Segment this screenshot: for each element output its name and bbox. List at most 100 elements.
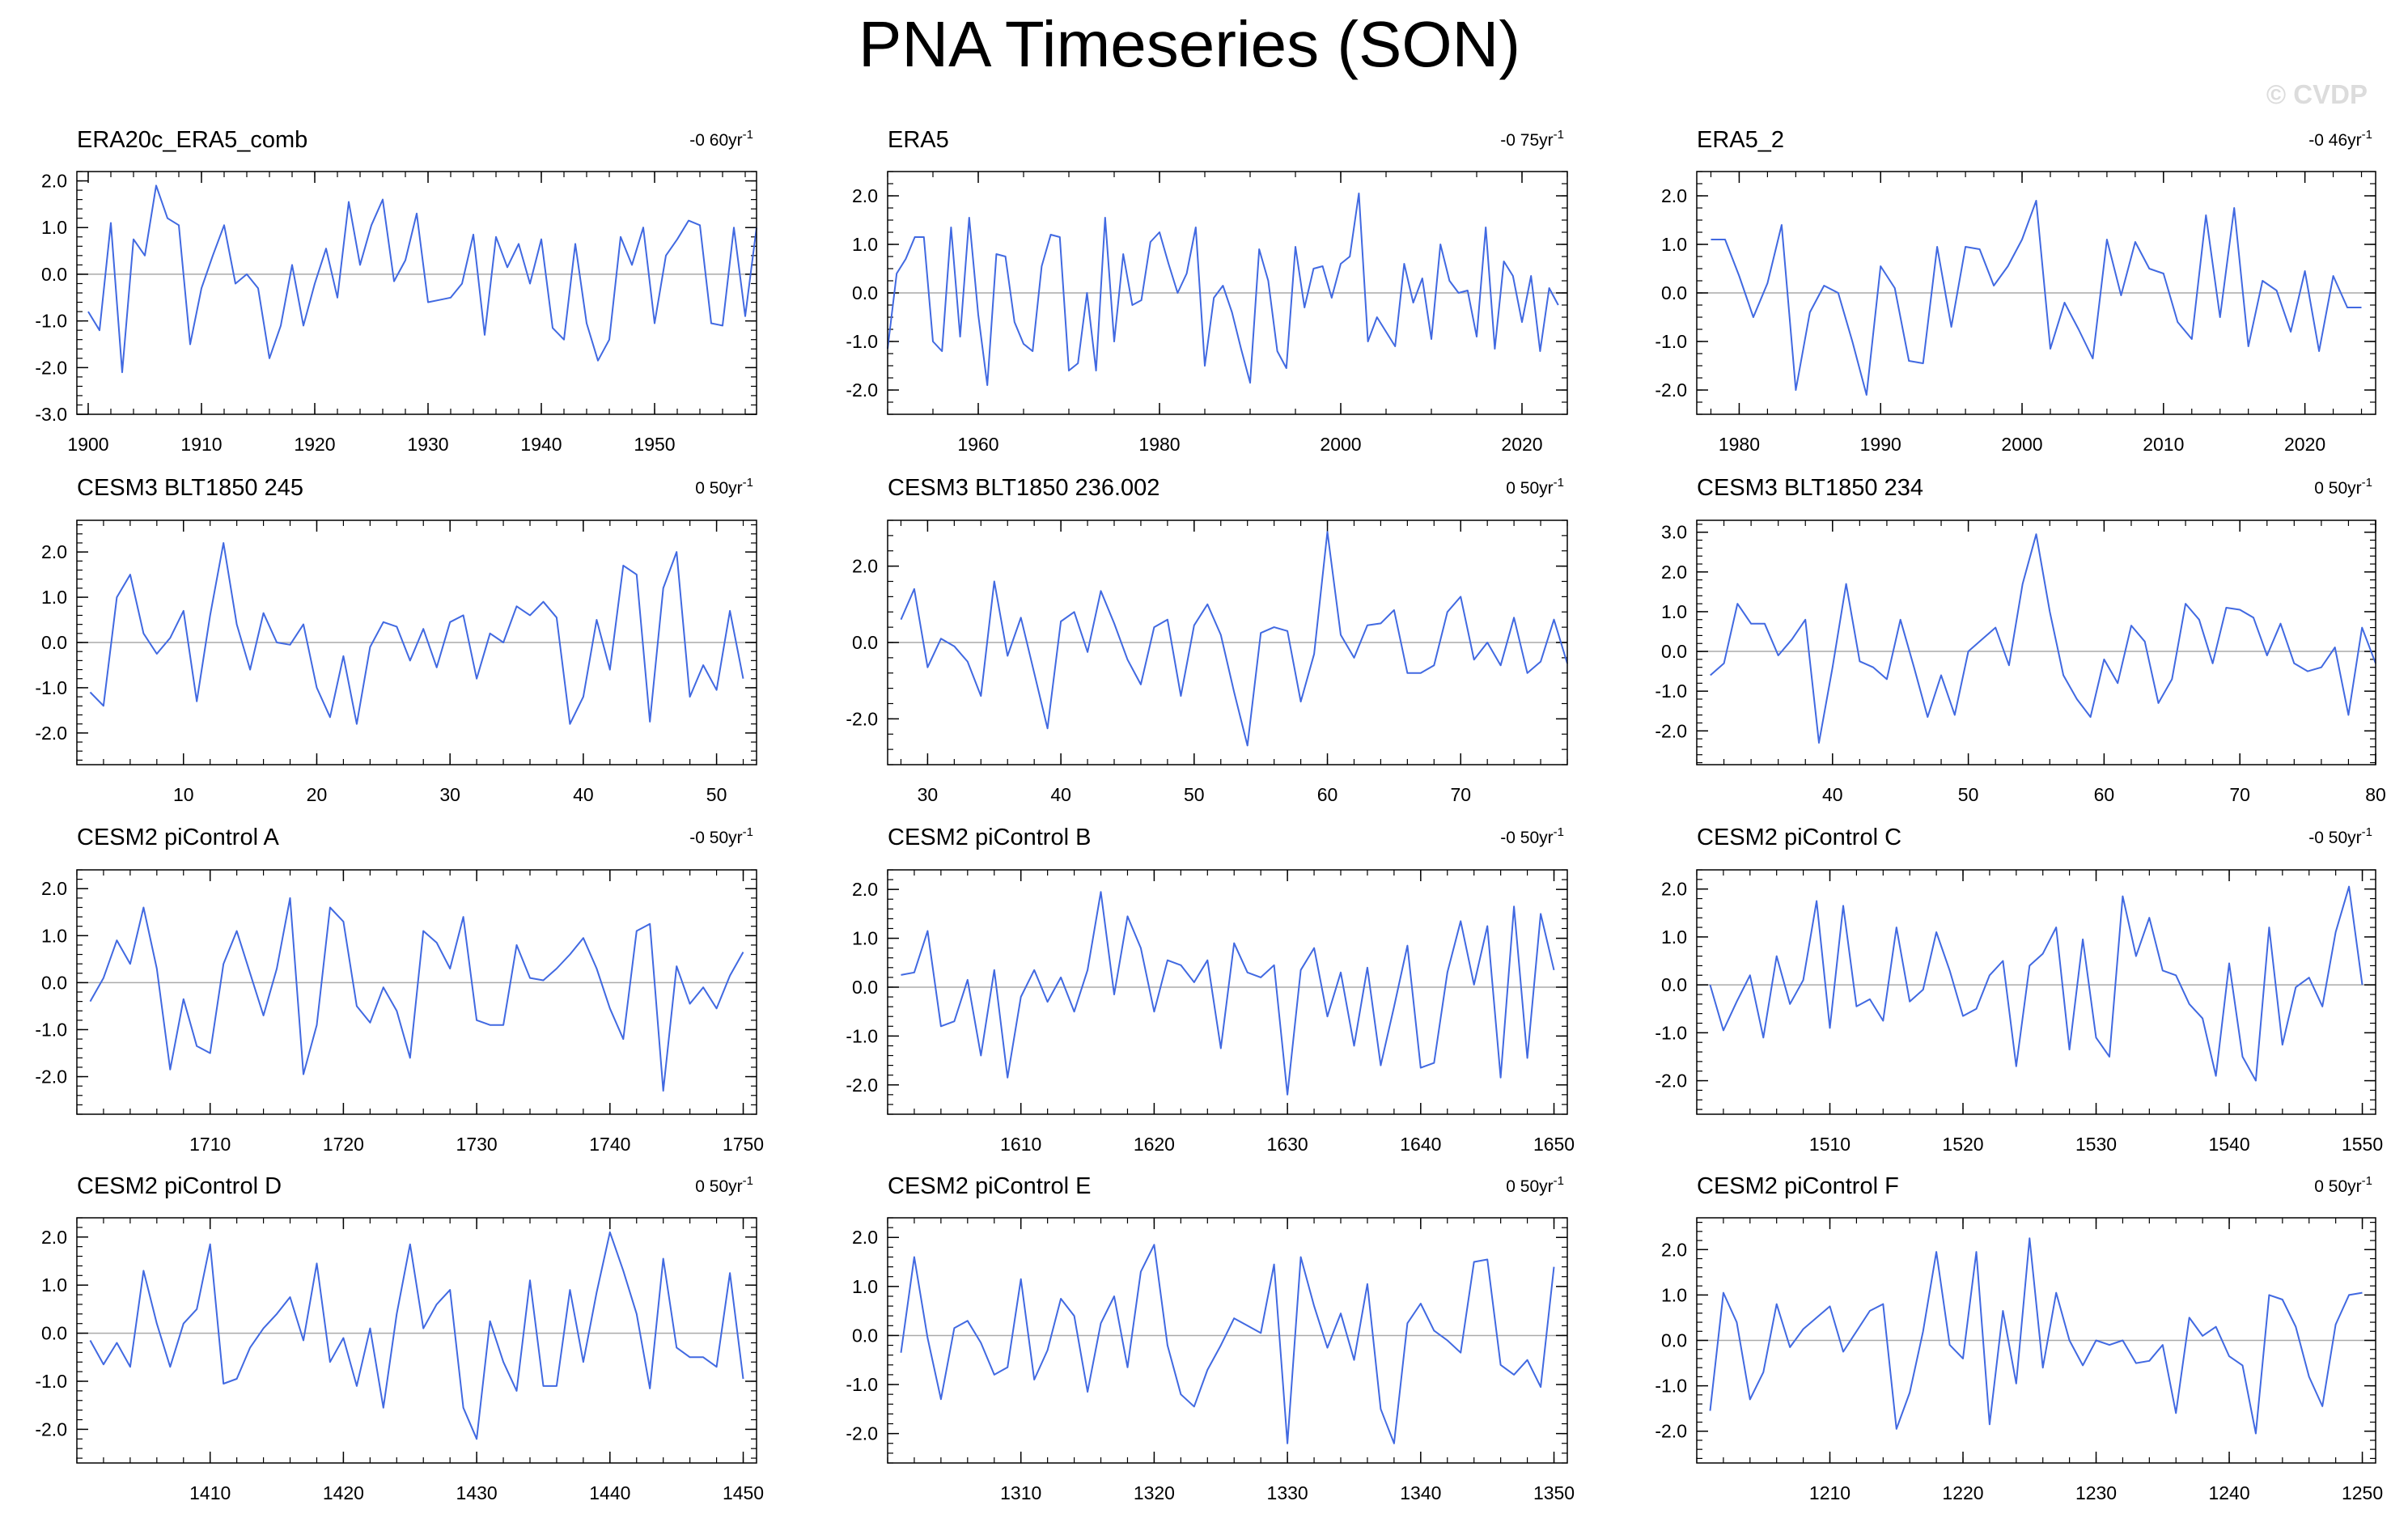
- y-tick-label: 0.0: [1661, 1330, 1687, 1351]
- y-tick-label: 2.0: [1661, 185, 1687, 206]
- y-tick-label: -2.0: [1655, 380, 1687, 401]
- series-line: [901, 891, 1555, 1096]
- series-line: [1711, 200, 2362, 396]
- x-tick-label: 60: [1317, 784, 1338, 805]
- trend-label: -0 50yr-1: [2308, 825, 2372, 847]
- panel-4: CESM3 BLT1850 245 0 50yr-1 -2.0 -1.0 0.0 1.0 2…: [35, 475, 757, 805]
- x-tick-label: 1640: [1400, 1134, 1441, 1155]
- x-tick-label: 1630: [1267, 1134, 1308, 1155]
- x-tick-label: 1410: [189, 1482, 231, 1503]
- y-tick-label: 1.0: [1661, 601, 1687, 622]
- panel-10: CESM2 piControl D 0 50yr-1 -2.0 -1.0 0.0 1.0 2…: [35, 1173, 764, 1503]
- x-tick-label: 70: [2229, 784, 2250, 805]
- y-tick-label: -2.0: [35, 357, 67, 378]
- x-tick-label: 1940: [520, 434, 562, 455]
- y-tick-label: 2.0: [41, 171, 67, 192]
- trend-label: -0 50yr-1: [689, 825, 753, 847]
- y-tick-label: 1.0: [1661, 1284, 1687, 1305]
- y-tick-label: -1.0: [35, 311, 67, 332]
- y-tick-label: -2.0: [1655, 720, 1687, 741]
- plot-frame: [1696, 519, 2376, 765]
- main-title: PNA Timeseries (SON): [858, 8, 1520, 80]
- x-tick-label: 60: [2094, 784, 2115, 805]
- series-line: [1709, 1237, 2363, 1435]
- y-tick-label: -2.0: [35, 723, 67, 744]
- series-line: [1710, 533, 2376, 744]
- x-tick-label: 1530: [2075, 1134, 2117, 1155]
- panel-8: CESM2 piControl B -0 50yr-1 -2.0 -1.0 0.0 1.0…: [846, 825, 1575, 1155]
- x-tick-label: 1240: [2208, 1482, 2249, 1503]
- panel-title: ERA20c_ERA5_comb: [77, 127, 307, 153]
- y-tick-label: 2.0: [852, 185, 878, 206]
- trend-label: 0 50yr-1: [2314, 1174, 2372, 1196]
- x-tick-label: 1930: [407, 434, 448, 455]
- panel-title: CESM2 piControl E: [888, 1173, 1091, 1199]
- x-tick-label: 20: [307, 784, 328, 805]
- series-line: [887, 193, 1559, 386]
- y-tick-label: -1.0: [1655, 1376, 1687, 1397]
- trend-label: -0 50yr-1: [1500, 825, 1564, 847]
- x-tick-label: 2010: [2143, 434, 2184, 455]
- y-tick-label: 2.0: [852, 1227, 878, 1248]
- panel-7: CESM2 piControl A -0 50yr-1 -2.0 -1.0 0.0 1.0…: [35, 825, 764, 1155]
- plot-frame: [1696, 171, 2376, 415]
- y-tick-label: 2.0: [1661, 1239, 1687, 1260]
- y-tick-label: 1.0: [852, 1276, 878, 1297]
- panel-title: CESM2 piControl F: [1697, 1173, 1899, 1199]
- y-tick-label: -2.0: [35, 1418, 67, 1440]
- x-tick-label: 1980: [1719, 434, 1760, 455]
- x-tick-label: 1710: [189, 1134, 231, 1155]
- panels: ERA20c_ERA5_comb -0 60yr-1 -3.0 -2.0 -1.0 0.0…: [35, 127, 2385, 1503]
- panel-title: CESM2 piControl D: [77, 1173, 282, 1199]
- x-tick-label: 1540: [2208, 1134, 2249, 1155]
- series-line: [1709, 885, 2363, 1082]
- y-tick-label: 2.0: [1661, 879, 1687, 900]
- panel-9: CESM2 piControl C -0 50yr-1 -2.0 -1.0 0.0 1.0…: [1655, 825, 2383, 1155]
- series-line: [900, 531, 1568, 747]
- x-tick-label: 2020: [2284, 434, 2325, 455]
- plot-frame: [1696, 1217, 2376, 1464]
- x-tick-label: 1550: [2342, 1134, 2383, 1155]
- x-tick-label: 2020: [1501, 434, 1542, 455]
- x-tick-label: 1450: [723, 1482, 764, 1503]
- x-tick-label: 50: [706, 784, 727, 805]
- trend-label: 0 50yr-1: [695, 476, 753, 498]
- plot-frame: [887, 171, 1568, 415]
- x-tick-label: 40: [573, 784, 594, 805]
- panel-title: CESM2 piControl C: [1697, 825, 1901, 850]
- y-tick-label: 0.0: [852, 977, 878, 998]
- y-tick-label: 0.0: [1661, 282, 1687, 303]
- trend-label: 0 50yr-1: [695, 1174, 753, 1196]
- y-tick-label: -1.0: [1655, 681, 1687, 702]
- x-tick-label: 40: [1822, 784, 1843, 805]
- x-tick-label: 1610: [1000, 1134, 1041, 1155]
- x-tick-label: 1250: [2342, 1482, 2383, 1503]
- trend-label: -0 75yr-1: [1500, 128, 1564, 150]
- y-tick-label: 1.0: [852, 928, 878, 949]
- panel-title: ERA5: [888, 127, 949, 153]
- y-tick-label: 0.0: [41, 632, 67, 653]
- trend-label: -0 46yr-1: [2308, 128, 2372, 150]
- y-tick-label: -1.0: [1655, 331, 1687, 352]
- trend-label: 0 50yr-1: [2314, 476, 2372, 498]
- y-tick-label: 0.0: [41, 264, 67, 285]
- panel-11: CESM2 piControl E 0 50yr-1 -2.0 -1.0 0.0 1.0 2…: [846, 1173, 1575, 1503]
- y-tick-label: -1.0: [35, 1019, 67, 1040]
- x-tick-label: 1900: [67, 434, 108, 455]
- y-tick-label: 1.0: [41, 925, 67, 946]
- panel-1: ERA20c_ERA5_comb -0 60yr-1 -3.0 -2.0 -1.0 0.0…: [35, 127, 757, 455]
- x-tick-label: 1980: [1138, 434, 1180, 455]
- y-tick-label: 0.0: [41, 972, 67, 993]
- y-tick-label: -1.0: [1655, 1022, 1687, 1043]
- y-tick-label: 0.0: [852, 632, 878, 653]
- panel-title: CESM3 BLT1850 234: [1697, 475, 1923, 501]
- y-tick-label: -1.0: [35, 677, 67, 698]
- y-tick-label: -1.0: [846, 1025, 878, 1046]
- y-tick-label: 2.0: [1661, 562, 1687, 583]
- x-tick-label: 1330: [1267, 1482, 1308, 1503]
- x-tick-label: 1920: [294, 434, 335, 455]
- y-tick-label: -2.0: [846, 1075, 878, 1096]
- x-tick-label: 1440: [589, 1482, 630, 1503]
- y-tick-label: -1.0: [846, 1374, 878, 1395]
